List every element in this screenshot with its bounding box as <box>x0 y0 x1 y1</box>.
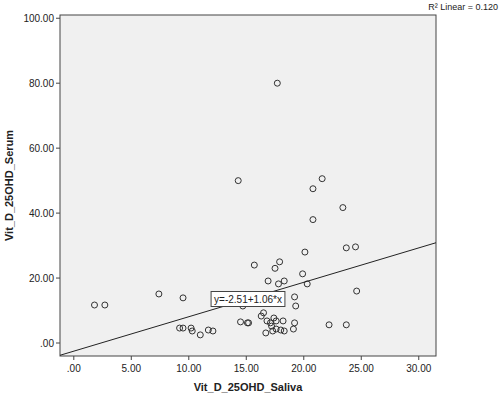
point <box>326 322 332 328</box>
chart: .00 5.00 10.00 15.00 20.00 25.00 30.00 .00 20.00… <box>0 0 500 398</box>
r2-label: R² Linear = 0.120 <box>428 2 498 12</box>
point <box>273 318 279 324</box>
y-tick <box>56 148 60 149</box>
point <box>189 328 195 334</box>
point <box>292 294 298 300</box>
x-tick <box>131 356 132 360</box>
fit-label: y=-2.51+1.06*x <box>214 294 282 305</box>
fit-line <box>60 243 436 356</box>
y-tick <box>56 18 60 19</box>
x-tick-label: 15.00 <box>234 363 259 374</box>
point <box>156 291 162 297</box>
x-tick <box>418 356 419 360</box>
point <box>340 205 346 211</box>
x-tick <box>303 356 304 360</box>
y-tick-label: 20.00 <box>29 273 54 284</box>
point <box>290 326 296 332</box>
point <box>319 176 325 182</box>
y-tick-label: 60.00 <box>29 143 54 154</box>
point <box>300 271 306 277</box>
x-tick <box>73 356 74 360</box>
x-tick-label: 25.00 <box>349 363 374 374</box>
point <box>302 249 308 255</box>
y-tick-label: 40.00 <box>29 208 54 219</box>
point <box>343 322 349 328</box>
x-tick-label: 20.00 <box>291 363 316 374</box>
x-axis-label: Vit_D_25OHD_Saliva <box>194 381 304 393</box>
fit-label-box <box>211 292 285 307</box>
plot-area <box>60 80 436 355</box>
x-tick <box>246 356 247 360</box>
y-tick <box>56 213 60 214</box>
point <box>246 320 252 326</box>
y-tick-label: 80.00 <box>29 78 54 89</box>
point <box>292 320 298 326</box>
x-tick <box>361 356 362 360</box>
x-tick-label: 5.00 <box>122 363 142 374</box>
point <box>261 310 267 316</box>
plot-frame <box>60 15 436 356</box>
x-tick-label: 10.00 <box>176 363 201 374</box>
point <box>102 302 108 308</box>
point <box>235 178 241 184</box>
y-axis-label: Vit_D_25OHD_Serum <box>3 130 15 241</box>
point <box>180 325 186 331</box>
y-tick <box>56 343 60 344</box>
point <box>310 217 316 223</box>
point <box>210 328 216 334</box>
point <box>293 303 299 309</box>
x-tick-label: .00 <box>67 363 81 374</box>
point <box>265 278 271 284</box>
point <box>310 186 316 192</box>
x-tick <box>188 356 189 360</box>
point <box>343 245 349 251</box>
point <box>238 319 244 325</box>
point <box>275 281 281 287</box>
point <box>274 80 280 86</box>
point <box>180 295 186 301</box>
point <box>281 328 287 334</box>
y-tick-label: 100.00 <box>23 13 54 24</box>
point <box>263 330 269 336</box>
point <box>197 332 203 338</box>
y-tick <box>56 278 60 279</box>
point <box>251 262 257 268</box>
point <box>280 318 286 324</box>
point <box>272 265 278 271</box>
y-tick <box>56 83 60 84</box>
point <box>91 302 97 308</box>
y-tick-label: .00 <box>40 338 54 349</box>
x-tick-label: 30.00 <box>406 363 431 374</box>
point <box>353 244 359 250</box>
point <box>281 278 287 284</box>
point <box>354 288 360 294</box>
point <box>277 259 283 265</box>
